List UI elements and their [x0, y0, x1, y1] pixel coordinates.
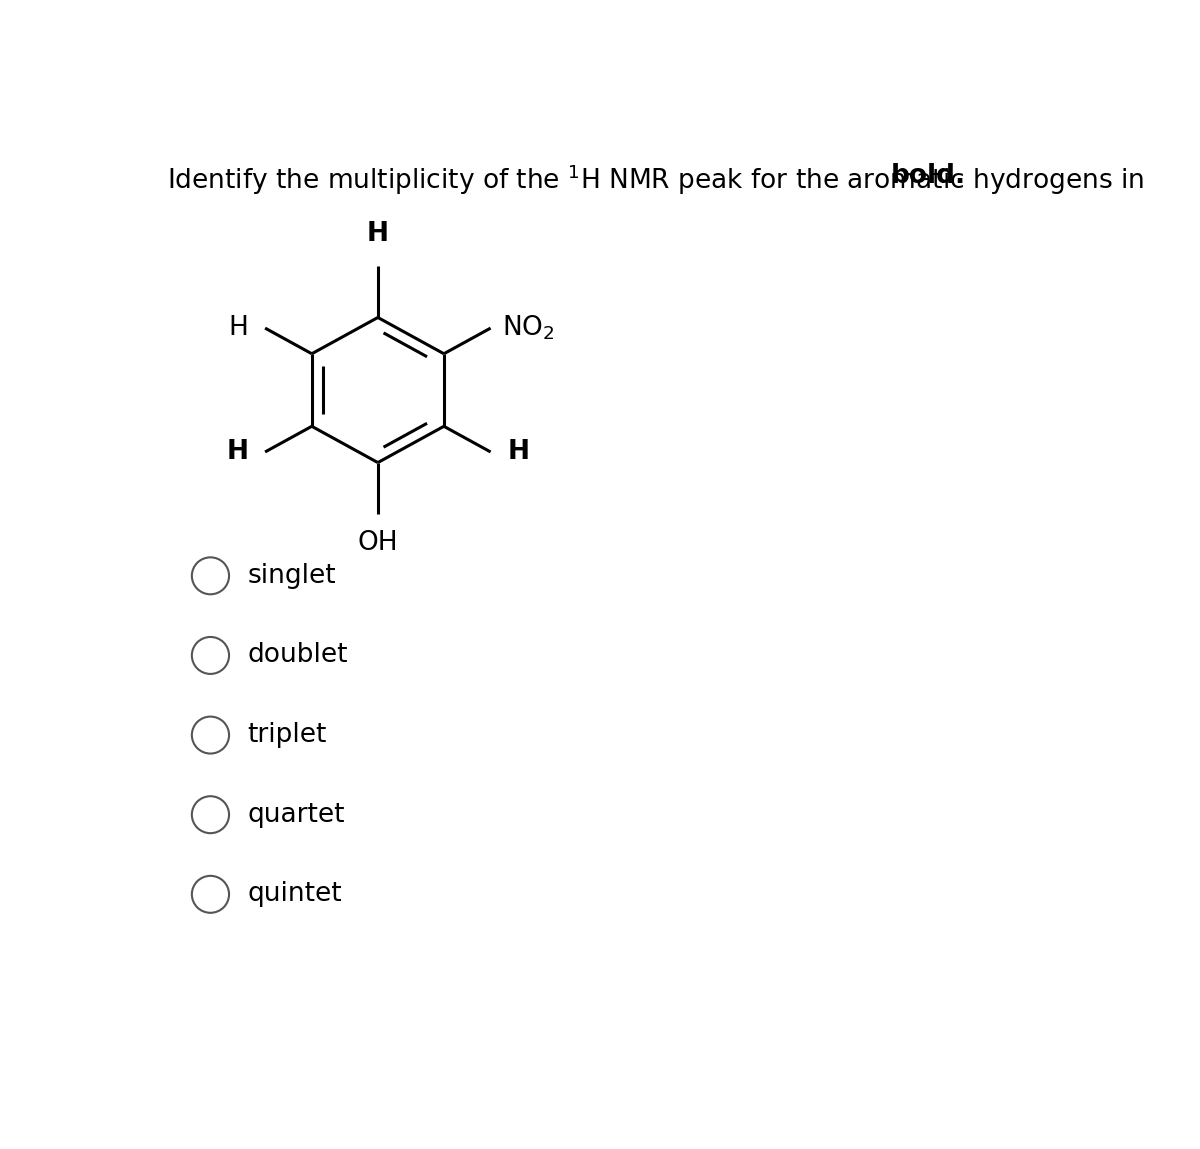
Text: H: H: [508, 439, 529, 465]
Text: H: H: [228, 315, 248, 341]
Text: quartet: quartet: [247, 802, 346, 827]
Text: H: H: [227, 439, 248, 465]
Text: OH: OH: [358, 530, 398, 556]
Text: singlet: singlet: [247, 563, 336, 588]
Text: Identify the multiplicity of the $\mathregular{^1}$H NMR peak for the aromatic h: Identify the multiplicity of the $\mathr…: [167, 163, 1146, 198]
Text: bold.: bold.: [890, 163, 966, 188]
Text: H: H: [367, 221, 389, 247]
Text: doublet: doublet: [247, 642, 348, 669]
Text: quintet: quintet: [247, 881, 342, 908]
Text: NO$_2$: NO$_2$: [502, 314, 554, 342]
Text: triplet: triplet: [247, 722, 328, 748]
